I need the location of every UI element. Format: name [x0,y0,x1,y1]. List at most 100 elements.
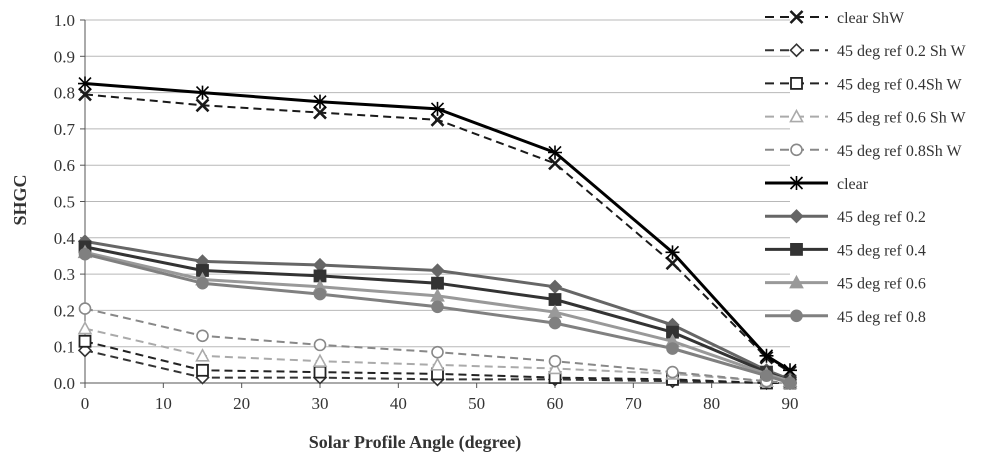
legend-entry: 45 deg ref 0.8 [765,309,926,326]
x-tick-label: 10 [155,394,172,413]
data-point [547,360,563,375]
series-0 [78,87,797,380]
data-point [430,357,445,371]
legend-entry: clear [765,176,869,193]
legend-marker [789,108,804,123]
legend-label: 45 deg ref 0.6 Sh W [837,110,966,127]
x-tick-label: 40 [390,394,407,413]
data-point [431,276,444,290]
x-tick-label: 0 [81,394,90,413]
y-tick-label: 0.4 [54,229,76,248]
y-tick-label: 0.9 [54,47,75,66]
y-tick-label: 0.7 [54,120,76,139]
data-point [548,293,562,306]
legend-label: clear ShW [837,10,905,27]
legend-label: 45 deg ref 0.4Sh W [837,76,962,93]
data-point [759,348,774,363]
y-tick-label: 0.3 [54,265,75,284]
y-tick-label: 0.6 [54,156,75,175]
data-point [195,348,210,362]
legend-label: 45 deg ref 0.8Sh W [837,143,962,160]
legend-label: 45 deg ref 0.4 [837,242,926,259]
legend-label: 45 deg ref 0.2 Sh W [837,43,966,60]
legend-label: 45 deg ref 0.8 [837,309,926,326]
data-point [313,287,327,301]
data-point [783,363,797,378]
series-line [84,307,791,384]
data-point [430,112,445,127]
data-point [196,363,209,377]
data-point [78,247,92,261]
x-tick-label: 30 [312,394,329,413]
data-point [78,302,92,315]
data-point [431,345,444,359]
data-point [548,156,562,171]
legend-marker [789,274,804,289]
series-line [84,93,791,373]
data-point [431,300,444,314]
x-tick-label: 80 [703,394,720,413]
y-tick-label: 0.2 [54,301,75,320]
legend-marker [789,43,804,58]
legend-marker [789,209,804,224]
x-tick-label: 60 [547,394,564,413]
legend-marker [790,77,803,90]
data-point [77,320,93,335]
legend-entry: 45 deg ref 0.6 [765,274,926,293]
y-axis-title: SHGC [10,174,30,225]
y-tick-label: 1.0 [54,11,75,30]
legend-label: clear [837,176,869,193]
x-tick-label: 70 [625,394,642,413]
data-point [196,329,209,343]
series-9 [78,247,797,390]
data-point [666,342,679,355]
data-point [195,85,210,100]
data-point [665,245,680,260]
data-point [548,354,562,368]
data-point [313,338,327,352]
data-point [547,279,563,294]
legend-marker [790,242,803,256]
data-point [78,87,92,102]
data-point [78,76,92,91]
legend-entry: 45 deg ref 0.4Sh W [765,76,962,93]
series-line [84,239,791,381]
series-line [84,250,791,383]
legend: clear ShW 45 deg ref 0.2 Sh W 45 deg ref 0… [765,10,966,326]
x-tick-label: 20 [233,394,250,413]
legend-entry: 45 deg ref 0.2 [765,209,926,226]
data-point [78,334,92,348]
series-5 [78,76,797,378]
data-point [665,256,680,271]
x-tick-label: 90 [782,394,799,413]
x-axis-title: Solar Profile Angle (degree) [309,432,521,453]
series-line [84,252,791,385]
series-layer [77,76,798,391]
data-point [312,353,328,368]
legend-marker [790,143,803,157]
axes-layer: 0.0 0.1 0.2 0.3 0.4 0.5 0.6 0.7 0.8 0.9 1.0 0 10 20 30… [54,11,799,413]
legend-marker [789,176,804,190]
data-point [313,105,327,120]
data-point [760,369,773,383]
data-point [430,101,445,116]
series-line [84,340,790,384]
legend-label: 45 deg ref 0.2 [837,209,926,226]
data-point [430,263,445,278]
legend-entry: clear ShW [765,10,905,27]
series-line [84,245,791,383]
data-point [548,145,562,160]
data-point [196,276,209,290]
legend-entry: 45 deg ref 0.4 [765,242,926,259]
data-point [313,94,327,109]
legend-label: 45 deg ref 0.6 [837,276,926,293]
y-tick-label: 0.1 [54,338,75,357]
data-point [548,316,562,330]
legend-marker [789,10,804,24]
data-point [783,376,797,390]
data-point [313,365,327,379]
legend-entry: 45 deg ref 0.8Sh W [765,143,962,160]
x-tick-label: 50 [468,394,485,413]
